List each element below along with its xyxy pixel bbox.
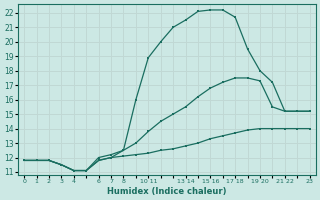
X-axis label: Humidex (Indice chaleur): Humidex (Indice chaleur) <box>107 187 227 196</box>
